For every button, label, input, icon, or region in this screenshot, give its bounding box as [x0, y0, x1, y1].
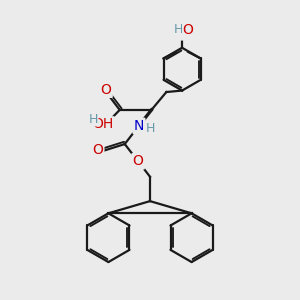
Text: OH: OH [93, 117, 114, 131]
Text: H: H [179, 22, 188, 35]
Text: H: H [89, 113, 98, 126]
Text: O: O [92, 143, 103, 157]
Text: O: O [133, 154, 143, 168]
Text: N: N [134, 119, 144, 133]
Text: H: H [146, 122, 155, 135]
Text: H: H [174, 23, 183, 36]
Text: O: O [100, 83, 111, 97]
Text: O: O [182, 23, 193, 37]
Text: O: O [178, 26, 189, 40]
